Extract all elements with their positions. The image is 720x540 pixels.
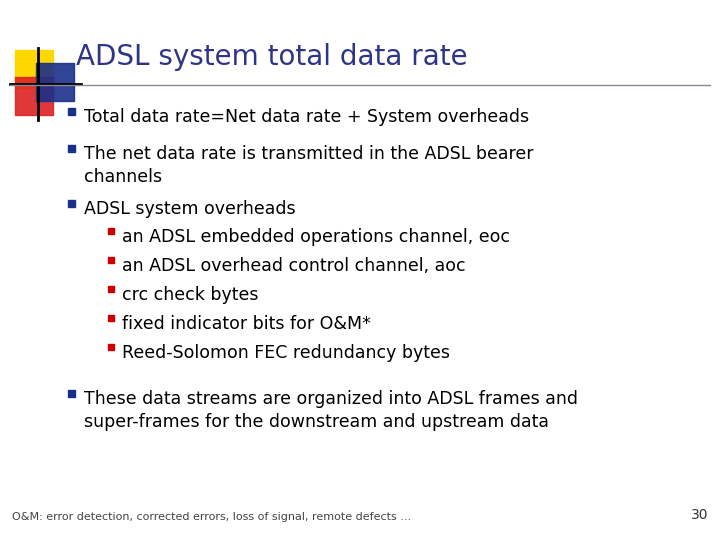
Bar xyxy=(68,145,75,152)
Text: fixed indicator bits for O&M*: fixed indicator bits for O&M* xyxy=(122,315,371,333)
Bar xyxy=(108,315,114,321)
Text: The net data rate is transmitted in the ADSL bearer
channels: The net data rate is transmitted in the … xyxy=(84,145,534,186)
Bar xyxy=(68,390,75,397)
Text: 30: 30 xyxy=(690,508,708,522)
Bar xyxy=(108,344,114,350)
Bar xyxy=(108,286,114,292)
Text: ADSL system overheads: ADSL system overheads xyxy=(84,200,296,218)
Text: an ADSL overhead control channel, aoc: an ADSL overhead control channel, aoc xyxy=(122,257,466,275)
Text: Total data rate=Net data rate + System overheads: Total data rate=Net data rate + System o… xyxy=(84,108,529,126)
Bar xyxy=(36,63,74,102)
Text: Reed-Solomon FEC redundancy bytes: Reed-Solomon FEC redundancy bytes xyxy=(122,344,450,362)
Text: crc check bytes: crc check bytes xyxy=(122,286,258,304)
Text: These data streams are organized into ADSL frames and
super-frames for the downs: These data streams are organized into AD… xyxy=(84,390,578,431)
Text: O&M: error detection, corrected errors, loss of signal, remote defects ...: O&M: error detection, corrected errors, … xyxy=(12,512,411,522)
Text: ADSL system total data rate: ADSL system total data rate xyxy=(76,43,467,71)
Bar xyxy=(68,108,75,115)
Bar xyxy=(15,77,53,114)
Bar xyxy=(108,257,114,263)
Text: an ADSL embedded operations channel, eoc: an ADSL embedded operations channel, eoc xyxy=(122,228,510,246)
Bar xyxy=(108,228,114,234)
Bar xyxy=(68,200,75,207)
Bar xyxy=(15,50,53,88)
